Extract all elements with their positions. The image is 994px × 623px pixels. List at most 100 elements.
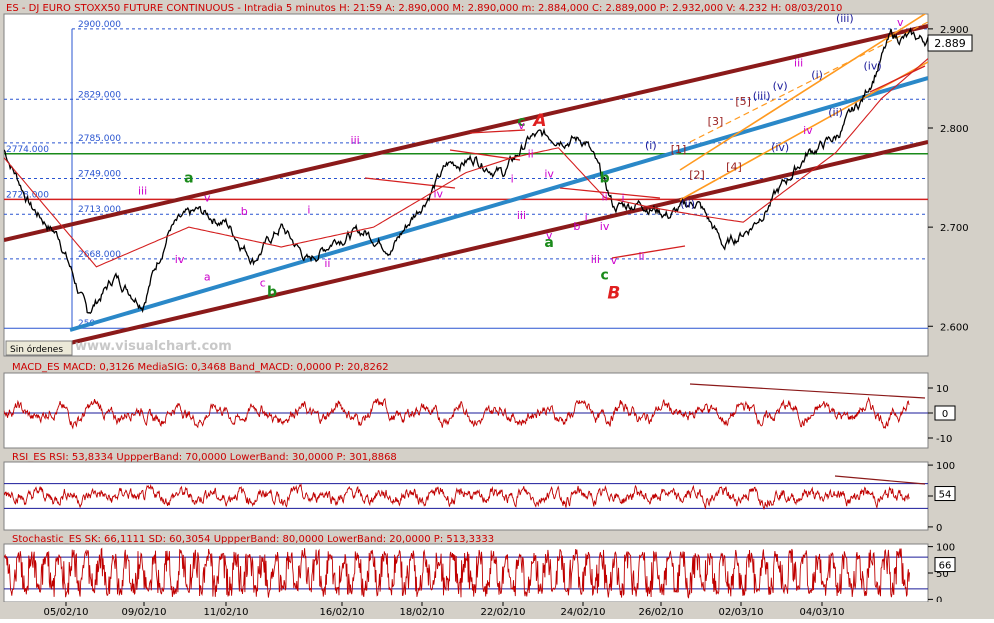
wave-label: (iv) <box>771 141 789 154</box>
rsi-tick-label: 100 <box>936 461 955 472</box>
sto-tick-label: 50 <box>936 569 949 580</box>
red-segment-1 <box>364 177 456 189</box>
price-panel[interactable] <box>3 13 929 357</box>
rsi-series-group <box>4 475 928 511</box>
wave-label: iv <box>433 187 443 200</box>
date-tick-label: 18/02/10 <box>400 607 445 618</box>
sma-line[interactable] <box>4 58 928 268</box>
red-segment-5 <box>611 245 686 259</box>
orange-channel-mid[interactable] <box>689 21 928 143</box>
date-tick-label: 26/02/10 <box>639 607 684 618</box>
stochastic-axis: 100 50 0 66 <box>928 543 956 606</box>
wave-label: A <box>531 111 546 131</box>
rsi-panel[interactable] <box>3 461 929 531</box>
wave-label: iv <box>175 253 185 266</box>
level-label: 2829.000 <box>78 90 121 100</box>
rsi-line[interactable] <box>4 482 910 511</box>
wave-labels: ABcabbaciiiivvabciiiiiiivviiiiiiivvbiiii… <box>138 12 904 304</box>
date-tick-label: 22/02/10 <box>481 607 526 618</box>
price-axis: 2.900 2.800 2.700 2.600 <box>928 25 969 333</box>
wave-label: (i) <box>811 68 823 81</box>
wave-label: c <box>260 277 266 290</box>
wave-label: iv <box>600 220 610 233</box>
level-label: 2749.000 <box>78 170 121 180</box>
date-axis-bar <box>0 602 994 619</box>
macd-badge-box <box>934 405 956 421</box>
wave-label: i <box>307 203 310 216</box>
date-tick-label: 16/02/10 <box>320 607 365 618</box>
wave-label: (ii) <box>828 106 843 119</box>
wave-label: [3] <box>708 115 724 128</box>
red-segment-6 <box>869 65 926 93</box>
wave-label: [2] <box>689 169 705 182</box>
macd-axis: 100-100 <box>928 384 956 445</box>
rsi-badge-box <box>934 486 956 502</box>
lower-channel-line[interactable] <box>69 140 928 345</box>
wave-label: b <box>600 171 610 187</box>
wave-label: iii <box>591 253 600 266</box>
wave-label: (iii) <box>836 12 854 25</box>
wave-label: ii <box>602 190 608 203</box>
stochastic-header: Stochastic_ES SK: 66,1111 SD: 60,3054 Up… <box>12 534 494 545</box>
rsi-tick-label: 0 <box>936 523 942 534</box>
wave-label: B <box>607 284 620 304</box>
date-axis: 05/02/10 09/02/10 11/02/10 16/02/10 18/02/10… <box>44 602 844 618</box>
last-price-badge: 2.889 <box>934 37 966 50</box>
date-tick-label: 11/02/10 <box>204 607 249 618</box>
level-label: 2900.000 <box>78 20 121 30</box>
wave-label: v <box>546 229 553 242</box>
sto-tick-label: 0 <box>936 595 942 606</box>
sto-tick-label: 100 <box>936 543 955 554</box>
wave-label: ii <box>638 250 644 263</box>
level-label: 2774.000 <box>6 145 49 155</box>
wave-label: i <box>622 191 625 204</box>
wave-label: (v) <box>773 79 788 92</box>
macd-line[interactable] <box>4 396 910 430</box>
macd-header-bar <box>0 358 994 373</box>
trend-channels <box>4 12 928 345</box>
rsi-divergence-line <box>834 475 926 485</box>
wave-label: c <box>600 268 608 284</box>
orders-box[interactable] <box>5 340 73 356</box>
wave-label: (i) <box>645 139 657 152</box>
macd-header: MACD_ES MACD: 0,3126 MediaSIG: 0,3468 Ba… <box>12 362 389 373</box>
wave-label: iv <box>544 168 554 181</box>
date-tick-label: 24/02/10 <box>561 607 606 618</box>
level-label: 2668.000 <box>78 250 121 260</box>
sto-badge-box <box>934 557 956 573</box>
orange-channel-lower[interactable] <box>679 61 928 201</box>
rsi-header: RSI_ES RSI: 53,8334 UppperBand: 70,0000 … <box>12 452 397 463</box>
wave-label: v <box>518 119 525 132</box>
price-tick-label: 2.700 <box>940 223 969 234</box>
sto-badge: 66 <box>939 561 952 572</box>
price-series-group <box>4 26 928 315</box>
price-tick-label: 2.900 <box>940 25 969 36</box>
macd-badge: 0 <box>942 409 948 420</box>
chart-header: ES - DJ EURO STOXX50 FUTURE CONTINUOUS -… <box>6 3 842 14</box>
wave-label: (iii) <box>753 89 771 102</box>
wave-label: b <box>267 285 277 301</box>
wave-label: iv <box>803 124 813 137</box>
watermark: www.visualchart.com <box>75 339 232 354</box>
orange-channel-upper[interactable] <box>679 12 928 171</box>
wave-label: b <box>573 220 580 233</box>
rsi-header-bar <box>0 450 994 462</box>
price-line[interactable] <box>4 26 928 315</box>
wave-label: i <box>511 173 514 186</box>
macd-tick-label: -10 <box>936 434 952 445</box>
wave-label: [5] <box>735 95 751 108</box>
upper-channel-line[interactable] <box>4 24 928 242</box>
orders-label: Sin órdenes <box>10 344 63 355</box>
sto-line[interactable] <box>4 547 910 599</box>
date-tick-label: 02/03/10 <box>719 607 764 618</box>
wave-label: iii <box>138 184 147 197</box>
wave-label: a <box>544 235 553 251</box>
blue-trend-line[interactable] <box>69 76 928 332</box>
wave-label: v <box>897 16 904 29</box>
rsi-badge: 54 <box>939 490 952 501</box>
red-segment-3 <box>469 129 526 134</box>
wave-label: (ii) <box>680 197 695 210</box>
red-segment-2 <box>449 149 521 161</box>
rsi-axis: 10050054 <box>928 461 956 534</box>
